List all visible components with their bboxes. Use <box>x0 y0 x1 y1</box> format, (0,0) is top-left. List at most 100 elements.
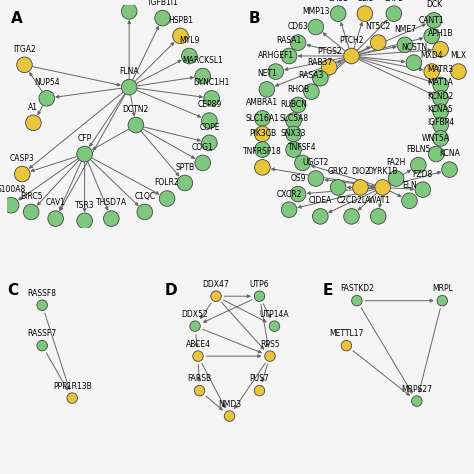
Circle shape <box>224 411 235 421</box>
Circle shape <box>26 115 41 131</box>
Text: PTCH2: PTCH2 <box>339 36 364 45</box>
Text: CXCR2: CXCR2 <box>276 190 302 199</box>
Text: NET1: NET1 <box>257 69 277 78</box>
Circle shape <box>255 126 270 142</box>
Circle shape <box>17 57 32 73</box>
Text: MLX: MLX <box>450 52 466 61</box>
Circle shape <box>195 68 210 84</box>
Circle shape <box>37 340 47 351</box>
Circle shape <box>3 198 19 213</box>
Circle shape <box>415 182 430 198</box>
Circle shape <box>155 10 170 26</box>
Circle shape <box>321 59 337 75</box>
Circle shape <box>312 209 328 224</box>
Text: MATR3: MATR3 <box>428 65 454 74</box>
Text: E: E <box>322 283 333 298</box>
Text: C1QC: C1QC <box>134 192 155 201</box>
Text: GLI1: GLI1 <box>356 0 374 2</box>
Circle shape <box>201 135 217 151</box>
Circle shape <box>201 113 217 128</box>
Text: SLC16A1: SLC16A1 <box>246 114 279 123</box>
Text: MRPL: MRPL <box>432 284 453 293</box>
Circle shape <box>204 91 219 106</box>
Text: SNX33: SNX33 <box>281 129 306 138</box>
Text: S100A8: S100A8 <box>0 185 26 194</box>
Circle shape <box>159 191 175 206</box>
Text: FBLN5: FBLN5 <box>406 145 430 154</box>
Circle shape <box>388 171 404 186</box>
Text: FLNA: FLNA <box>119 67 139 76</box>
Text: A1: A1 <box>28 103 38 112</box>
Circle shape <box>77 213 92 228</box>
Circle shape <box>255 142 270 157</box>
Circle shape <box>255 110 270 126</box>
Text: RUBCN: RUBCN <box>280 100 307 109</box>
Circle shape <box>397 37 413 53</box>
Circle shape <box>410 157 426 173</box>
Text: CANT1: CANT1 <box>419 16 445 25</box>
Text: DYRK1B: DYRK1B <box>367 167 398 176</box>
Circle shape <box>14 166 30 182</box>
Circle shape <box>39 91 55 106</box>
Circle shape <box>371 209 386 224</box>
Text: IGFBP4: IGFBP4 <box>427 118 454 128</box>
Circle shape <box>48 211 64 227</box>
Text: GAS1: GAS1 <box>328 0 348 2</box>
Text: MAT1A: MAT1A <box>428 78 454 87</box>
Circle shape <box>282 202 297 218</box>
Text: DIO2: DIO2 <box>351 167 370 176</box>
Circle shape <box>433 77 448 93</box>
Circle shape <box>290 186 306 202</box>
Text: DCTN2: DCTN2 <box>123 105 149 114</box>
Text: OS9: OS9 <box>290 174 306 183</box>
Text: RHOB: RHOB <box>287 85 309 94</box>
Text: ARHGEF1: ARHGEF1 <box>258 52 294 61</box>
Text: BIRC5: BIRC5 <box>20 192 42 201</box>
Circle shape <box>426 12 442 28</box>
Circle shape <box>344 209 359 224</box>
Circle shape <box>37 300 47 310</box>
Circle shape <box>442 162 457 177</box>
Text: KCNA: KCNA <box>439 149 460 158</box>
Circle shape <box>304 84 319 100</box>
Text: SLC5A8: SLC5A8 <box>279 114 308 123</box>
Text: MYL9: MYL9 <box>179 36 200 45</box>
Text: METTL17: METTL17 <box>329 329 364 338</box>
Text: NCSTN: NCSTN <box>401 43 427 52</box>
Text: MARCKSL1: MARCKSL1 <box>182 56 223 65</box>
Text: CASP3: CASP3 <box>10 154 35 163</box>
Text: TNFSF4: TNFSF4 <box>288 143 317 152</box>
Text: RASSF8: RASSF8 <box>27 289 57 298</box>
Text: ABCE4: ABCE4 <box>185 340 210 349</box>
Circle shape <box>357 6 373 21</box>
Text: DDX47: DDX47 <box>203 280 229 289</box>
Text: NME7: NME7 <box>394 25 416 34</box>
Text: CIDEA: CIDEA <box>309 196 332 205</box>
Circle shape <box>330 180 346 195</box>
Circle shape <box>433 131 448 146</box>
Circle shape <box>264 351 275 361</box>
Circle shape <box>67 393 77 403</box>
Circle shape <box>173 28 188 44</box>
Circle shape <box>433 104 448 119</box>
Circle shape <box>371 35 386 50</box>
Circle shape <box>137 204 153 220</box>
Circle shape <box>128 117 144 133</box>
Text: FZD8: FZD8 <box>413 170 433 179</box>
Text: HSPB1: HSPB1 <box>168 16 193 25</box>
Text: NMD3: NMD3 <box>218 400 241 409</box>
Text: RAB37: RAB37 <box>308 58 333 67</box>
Text: A: A <box>11 11 23 27</box>
Circle shape <box>259 82 274 97</box>
Circle shape <box>433 117 448 133</box>
Circle shape <box>268 64 283 79</box>
Circle shape <box>194 385 205 396</box>
Circle shape <box>424 64 439 79</box>
Circle shape <box>254 291 264 301</box>
Text: D: D <box>165 283 178 298</box>
Circle shape <box>424 28 439 44</box>
Text: LRP2: LRP2 <box>384 0 403 2</box>
Circle shape <box>406 55 422 71</box>
Text: TGFB1I1: TGFB1I1 <box>147 0 179 7</box>
Text: CAV1: CAV1 <box>46 199 66 208</box>
